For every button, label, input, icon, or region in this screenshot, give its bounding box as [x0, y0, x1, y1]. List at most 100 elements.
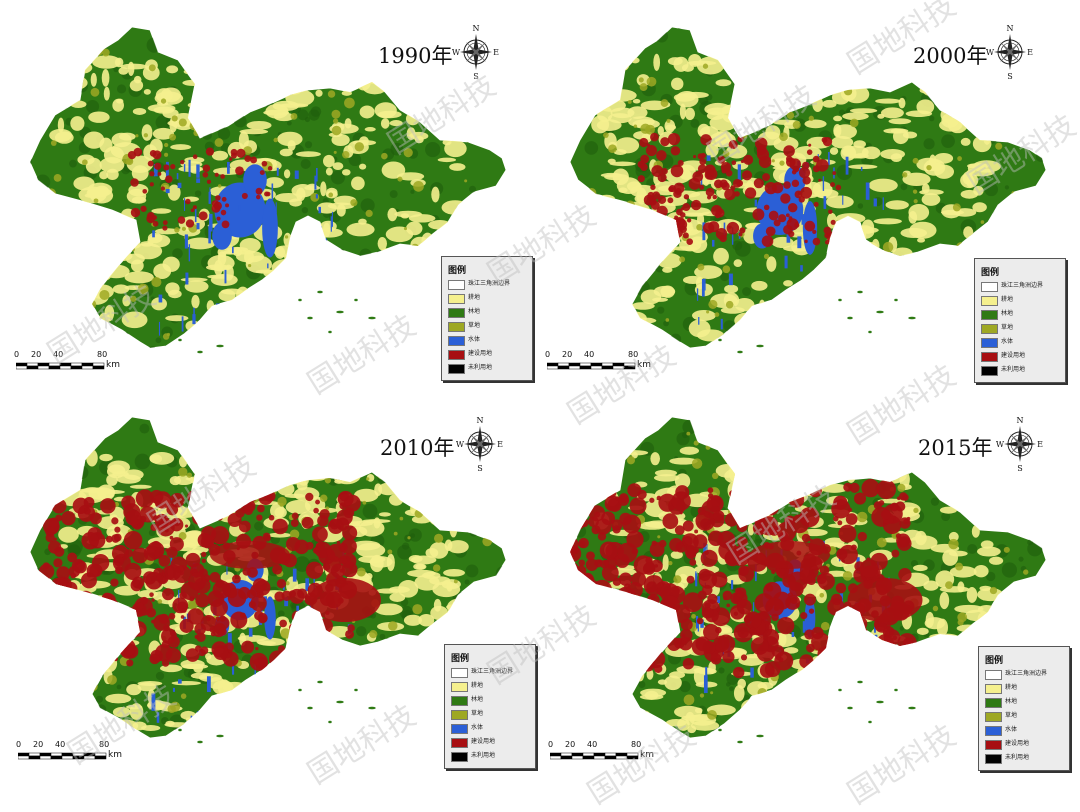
island: [306, 316, 314, 320]
legend-label: 草地: [1001, 324, 1014, 331]
legend-label: 水体: [1001, 338, 1014, 345]
legend-item: 耕地: [985, 683, 1069, 694]
legend: 图例 珠江三角洲边界 耕地 林地 草地 水体 建设用地 未利用地: [974, 258, 1066, 383]
legend-swatch: [985, 712, 1002, 722]
island: [717, 338, 723, 342]
legend-item: 珠江三角洲边界: [981, 281, 1065, 292]
scale-tick-label: 20: [562, 350, 573, 359]
legend-label: 未利用地: [471, 752, 496, 759]
legend-label: 珠江三角洲边界: [471, 668, 514, 675]
scale-tick-label: 40: [55, 740, 66, 749]
legend-label: 耕地: [1005, 684, 1018, 691]
legend-label: 耕地: [471, 682, 484, 689]
legend-label: 林地: [1005, 698, 1018, 705]
scale-bar: 0 20 40 80 km: [14, 350, 144, 380]
legend-swatch: [981, 296, 998, 306]
legend-swatch: [985, 726, 1002, 736]
legend-swatch: [451, 682, 468, 692]
year-label: 2000年: [913, 44, 988, 68]
legend-label: 草地: [1005, 712, 1018, 719]
scale-bar-graphic: [16, 362, 105, 370]
legend-item: 水体: [451, 723, 535, 734]
legend-swatch: [981, 282, 998, 292]
island: [353, 298, 359, 302]
map-panel-2010: 2010年 N S W E 图例 珠江三角洲边界 耕地 林地 草地 水体 建设用地 未利用地 0 20…: [0, 390, 540, 780]
island: [755, 344, 765, 348]
legend-label: 草地: [471, 710, 484, 717]
legend-swatch: [448, 336, 465, 346]
legend-label: 建设用地: [471, 738, 496, 745]
legend-label: 林地: [471, 696, 484, 703]
land-use-map: [569, 26, 1047, 354]
legend-item: 水体: [448, 335, 532, 346]
scale-tick-label: 0: [16, 740, 22, 749]
compass-n-label: N: [1017, 416, 1024, 425]
compass-n-label: N: [1007, 24, 1014, 33]
compass-n-label: N: [477, 416, 484, 425]
island: [875, 310, 885, 314]
legend-swatch: [451, 710, 468, 720]
legend-label: 未利用地: [1005, 754, 1030, 761]
compass-s-label: S: [1007, 72, 1012, 80]
legend: 图例 珠江三角洲边界 耕地 林地 草地 水体 建设用地 未利用地: [441, 256, 533, 381]
island: [177, 338, 183, 342]
legend-item: 未利用地: [451, 751, 535, 762]
island: [367, 316, 377, 320]
legend-item: 草地: [981, 323, 1065, 334]
island: [846, 316, 854, 320]
scale-tick-label: 20: [33, 740, 44, 749]
island: [846, 706, 854, 710]
legend-item: 林地: [985, 697, 1069, 708]
legend-label: 未利用地: [468, 364, 493, 371]
island: [215, 734, 225, 738]
legend-swatch: [451, 738, 468, 748]
legend-swatch: [451, 752, 468, 762]
legend-swatch: [981, 324, 998, 334]
scale-tick-label: 40: [53, 350, 64, 359]
legend-item: 林地: [448, 307, 532, 318]
scale-tick-label: 80: [631, 740, 642, 749]
scale-unit-label: km: [106, 360, 120, 370]
scale-tick-label: 20: [31, 350, 42, 359]
island: [353, 688, 359, 692]
legend-title: 图例: [451, 654, 470, 664]
scale-tick-label: 80: [99, 740, 110, 749]
legend-item: 建设用地: [451, 737, 535, 748]
compass-s-label: S: [473, 72, 478, 80]
compass-e-label: E: [1037, 440, 1043, 449]
legend-item: 林地: [981, 309, 1065, 320]
island: [335, 700, 345, 704]
compass-rose: N S W E: [452, 24, 499, 81]
legend-title: 图例: [985, 656, 1004, 666]
legend-swatch: [985, 670, 1002, 680]
island: [736, 350, 744, 354]
island: [867, 720, 873, 724]
legend-item: 建设用地: [448, 349, 532, 360]
island: [837, 298, 843, 302]
compass-e-label: E: [493, 48, 499, 57]
legend-label: 水体: [1005, 726, 1018, 733]
legend-item: 珠江三角洲边界: [448, 279, 532, 290]
island: [327, 720, 333, 724]
legend-item: 建设用地: [981, 351, 1065, 362]
legend-item: 林地: [451, 695, 535, 706]
legend-swatch: [981, 338, 998, 348]
legend-swatch: [981, 352, 998, 362]
legend-title: 图例: [448, 266, 467, 276]
scale-tick-label: 0: [545, 350, 551, 359]
legend-item: 建设用地: [985, 739, 1069, 750]
island: [327, 330, 333, 334]
island: [755, 734, 765, 738]
legend-item: 未利用地: [985, 753, 1069, 764]
legend-label: 耕地: [1001, 296, 1014, 303]
legend-label: 珠江三角洲边界: [468, 280, 511, 287]
legend-label: 建设用地: [468, 350, 493, 357]
scale-tick-label: 20: [565, 740, 576, 749]
legend-swatch: [985, 684, 1002, 694]
island: [907, 706, 917, 710]
land-use-map: [569, 416, 1047, 744]
legend-label: 建设用地: [1005, 740, 1030, 747]
legend-item: 耕地: [981, 295, 1065, 306]
map-panel-2000: 2000年 N S W E 图例 珠江三角洲边界 耕地 林地 草地 水体 建设用地 未利用地 0 20…: [540, 0, 1080, 390]
compass-w-label: W: [996, 440, 1005, 449]
